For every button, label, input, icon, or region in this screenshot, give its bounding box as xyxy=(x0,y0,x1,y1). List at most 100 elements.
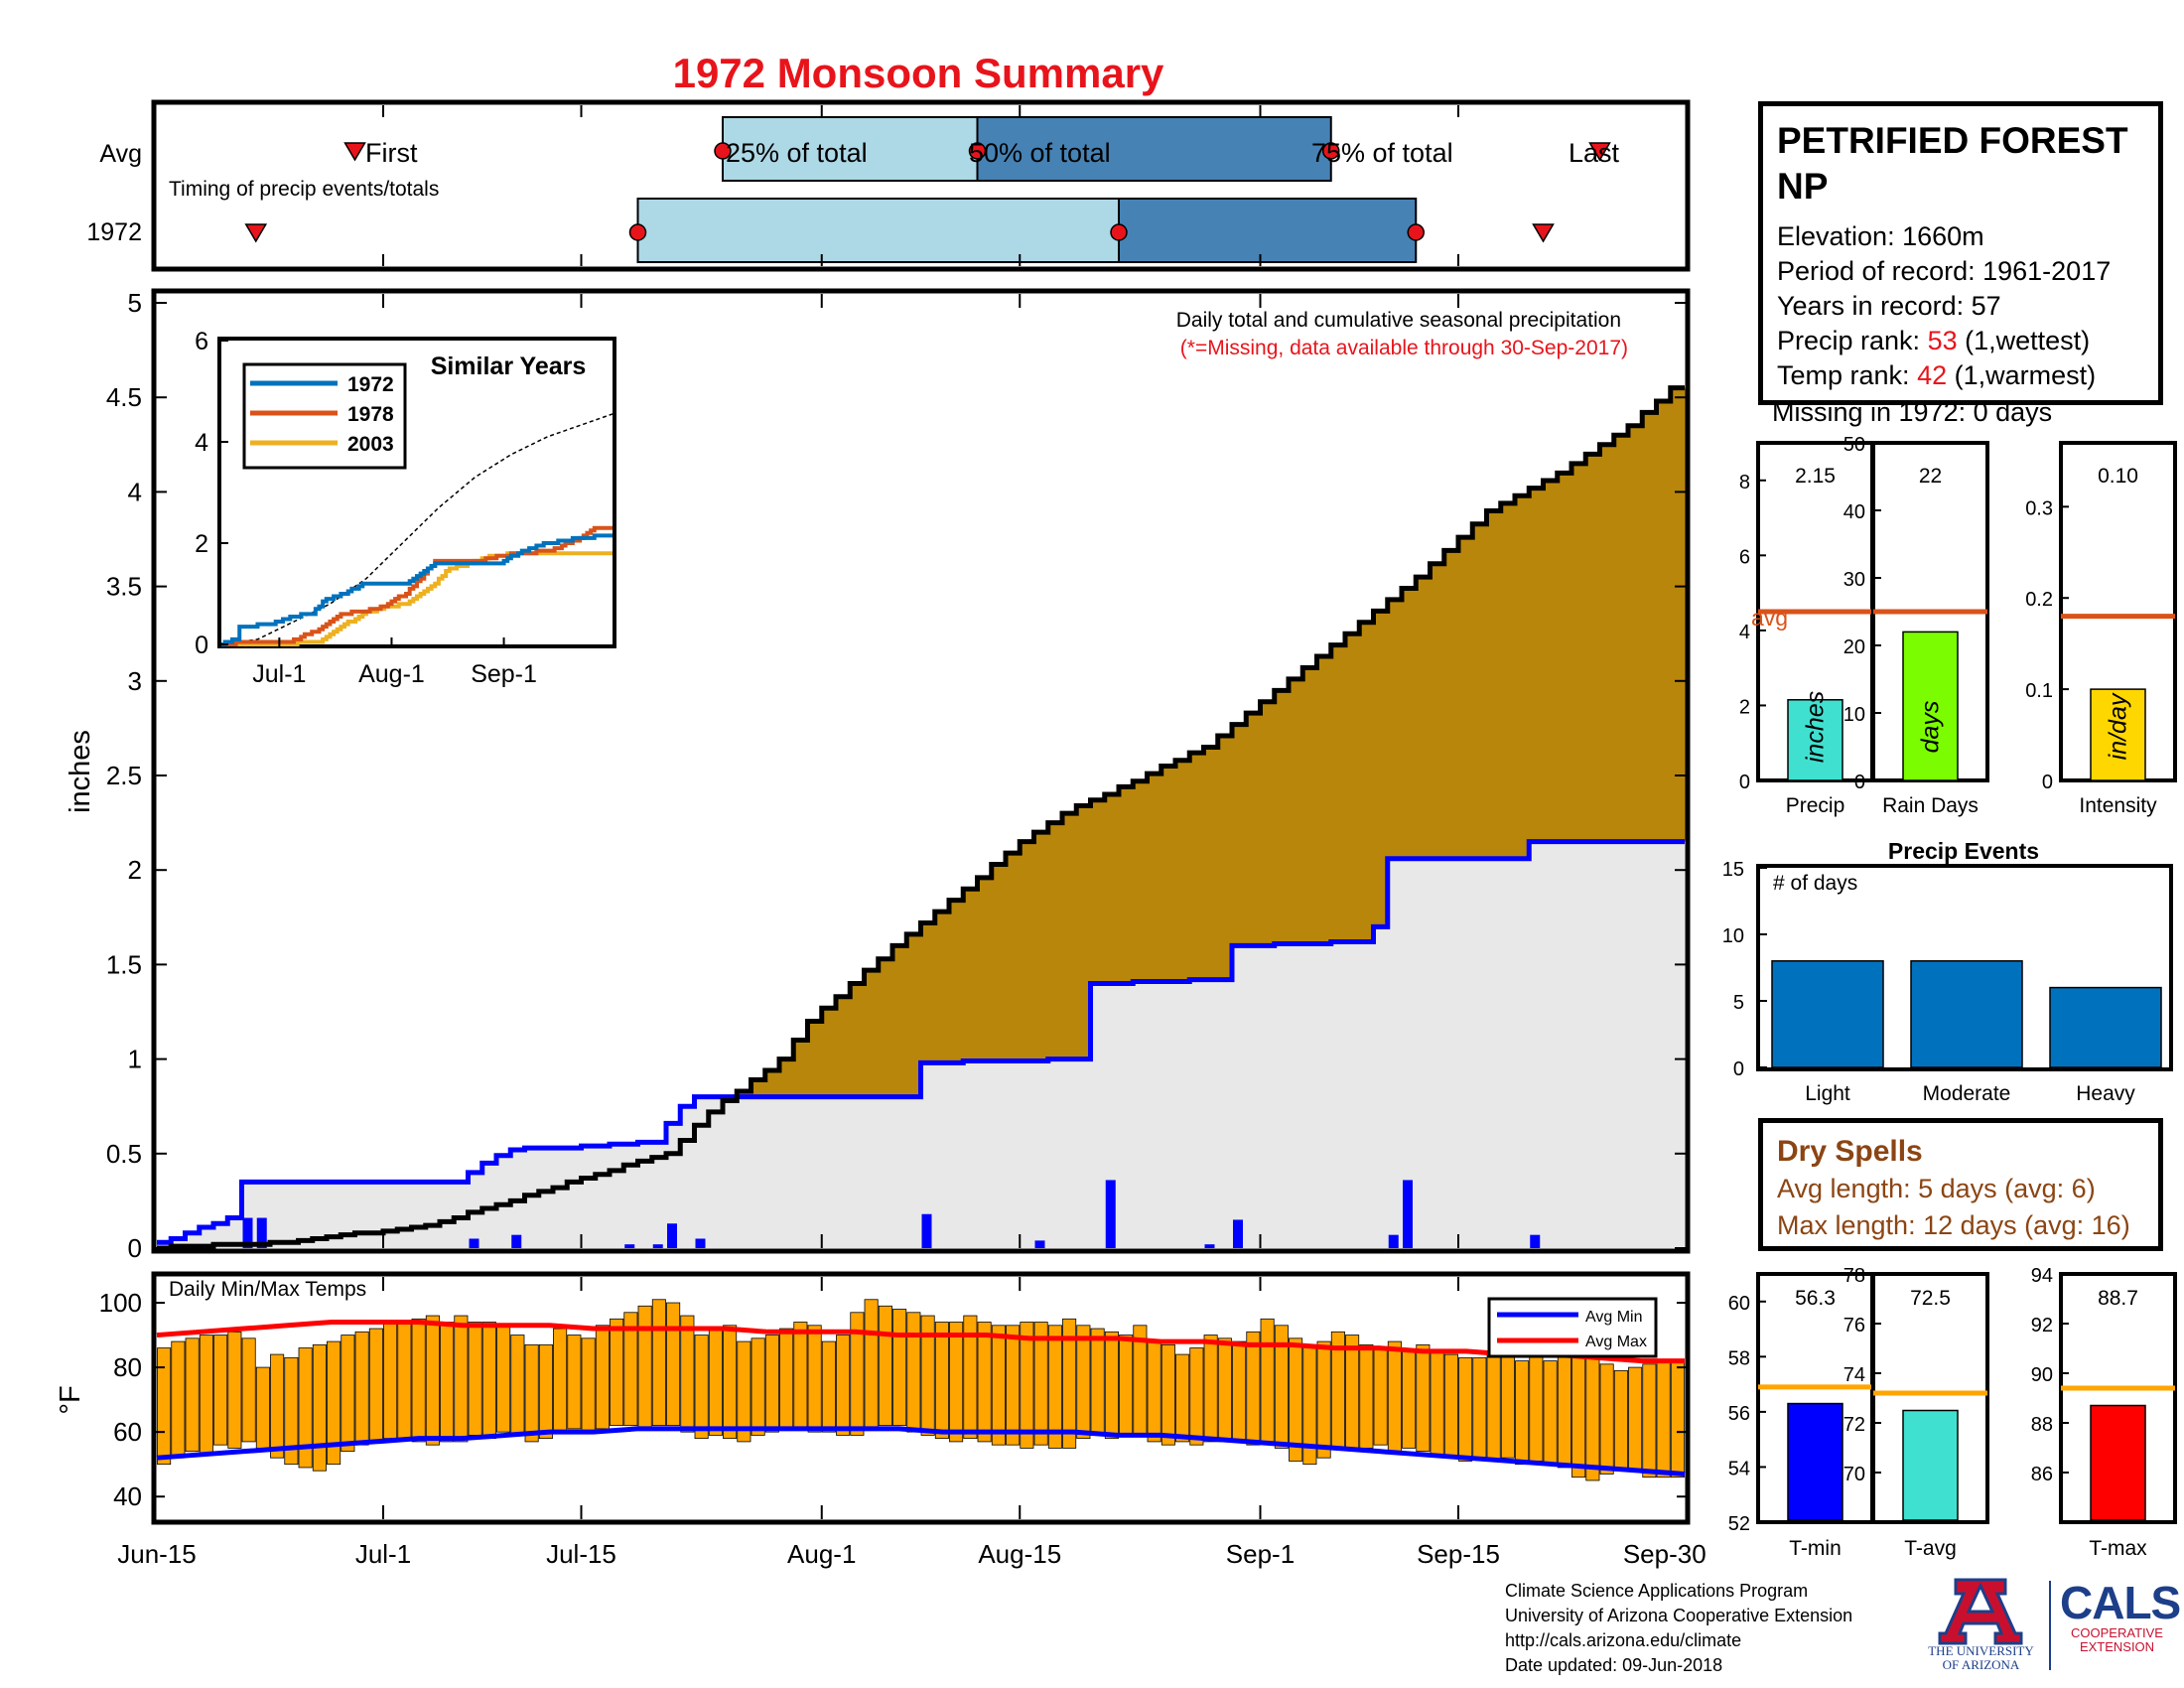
stat-value: 22 xyxy=(1919,465,1942,488)
temp-stat-ytick-label: 94 xyxy=(2031,1265,2053,1287)
daily-temp-bar xyxy=(199,1335,213,1456)
daily-temp-bar xyxy=(538,1343,553,1440)
precip-missing-note: (*=Missing, data available through 30-Se… xyxy=(1180,337,1628,359)
above-average-fill xyxy=(1500,502,1516,859)
inset-plot xyxy=(220,413,614,646)
timing-last-label: Last xyxy=(1569,138,1620,168)
above-average-fill xyxy=(1175,760,1190,982)
inset-legend-1978: 1978 xyxy=(347,403,394,426)
events-category-label: Moderate xyxy=(1923,1082,2011,1105)
above-average-fill xyxy=(751,1079,766,1097)
events-category-label: Light xyxy=(1805,1082,1850,1105)
daily-temp-bar xyxy=(1289,1337,1303,1462)
above-average-fill xyxy=(836,996,851,1097)
daily-temp-bar xyxy=(666,1302,681,1427)
daily-temp-bar xyxy=(1515,1360,1530,1466)
inset-xtick-label: Sep-1 xyxy=(471,660,537,688)
daily-temp-bar xyxy=(779,1328,794,1430)
timing-row-1972: 1972 xyxy=(86,218,142,246)
daily-precip-bar xyxy=(1388,1234,1399,1248)
above-average-fill xyxy=(1443,550,1459,859)
daily-temp-bar xyxy=(1500,1350,1515,1459)
timing-marker-dot xyxy=(1110,223,1128,241)
daily-temp-bar xyxy=(1486,1350,1501,1462)
daily-temp-bar xyxy=(1443,1353,1458,1459)
stat-ytick-label: 0.2 xyxy=(2025,589,2053,611)
above-average-fill xyxy=(1472,523,1488,859)
stat-ytick-label: 0 xyxy=(1854,772,1865,793)
daily-precip-bar xyxy=(1204,1244,1215,1248)
precip-ytick-label: 3 xyxy=(128,666,142,696)
stat-unit: inches xyxy=(1802,691,1830,763)
inset-title: Similar Years xyxy=(431,352,587,380)
inset-line-1978 xyxy=(221,525,613,646)
daily-temp-bar xyxy=(1189,1347,1204,1446)
temp-yticks: 40 60 80 100 xyxy=(99,1288,1688,1511)
timing-caption: Timing of precip events/totals xyxy=(169,178,439,201)
stat-ytick-label: 30 xyxy=(1843,569,1865,591)
daily-temp-bar xyxy=(1585,1353,1600,1481)
daily-temp-bar xyxy=(1217,1337,1232,1443)
date-tick-label: Jul-1 xyxy=(355,1539,411,1569)
above-average-fill xyxy=(892,945,907,1097)
above-average-fill xyxy=(1147,774,1162,982)
precip-stat-panels: 2.15 inches Precip 0 2 4 6 8 22 days Rain Days 0 10 2… xyxy=(1739,434,2177,817)
daily-temp-bar xyxy=(553,1328,568,1433)
daily-temp-bar xyxy=(751,1337,765,1436)
daily-temp-bar xyxy=(934,1322,949,1440)
timing-box-late xyxy=(976,116,1332,182)
above-average-fill xyxy=(1613,435,1629,842)
daily-temp-bar xyxy=(892,1309,907,1427)
inset-legend-2003: 2003 xyxy=(347,433,394,456)
above-average-fill xyxy=(1189,753,1205,980)
dry-spells-box: Dry Spells Avg length: 5 days (avg: 6) M… xyxy=(1758,1118,2163,1251)
dry-spells-max: Max length: 12 days (avg: 16) xyxy=(1777,1210,2130,1240)
above-average-fill xyxy=(1006,853,1021,1061)
above-average-fill xyxy=(1373,611,1389,927)
events-bar-moderate xyxy=(1910,960,2023,1068)
daily-temp-bar xyxy=(836,1335,851,1436)
temp-ytick-label: 40 xyxy=(113,1481,142,1511)
daily-temp-bar xyxy=(1345,1335,1360,1449)
temp-stat-ytick-label: 60 xyxy=(1728,1293,1750,1315)
daily-temp-bar xyxy=(411,1318,426,1443)
precip-rank-value: 53 xyxy=(1927,326,1958,355)
inset-ytick-label: 6 xyxy=(195,328,208,355)
temp-frame xyxy=(151,1271,1691,1525)
stat-bar-intensity xyxy=(2090,688,2146,781)
daily-precip-bar xyxy=(1105,1180,1116,1248)
daily-temp-bar xyxy=(1090,1328,1105,1436)
daily-temp-bar xyxy=(708,1328,723,1436)
above-average-fill xyxy=(949,900,964,1063)
above-average-fill xyxy=(1217,736,1233,980)
timing-marker-triangle xyxy=(1588,142,1611,162)
inset-xtick-label: Jul-1 xyxy=(252,660,306,688)
logo-divider xyxy=(2049,1581,2051,1670)
temp-label: Daily Min/Max Temps xyxy=(169,1278,366,1301)
above-average-fill xyxy=(1515,495,1530,859)
daily-temp-bar xyxy=(1458,1356,1473,1462)
daily-temp-bar xyxy=(807,1325,822,1433)
daily-temp-bar xyxy=(1119,1335,1134,1436)
temp-stat-bar-t-avg xyxy=(1902,1409,1959,1521)
inset-xtick-label: Aug-1 xyxy=(358,660,425,688)
daily-temp-bar xyxy=(723,1325,738,1440)
daily-temp-bar xyxy=(1062,1318,1077,1449)
daily-temp-bar xyxy=(1104,1331,1119,1440)
above-average-fill xyxy=(793,1040,809,1097)
stat-name: Precip xyxy=(1786,794,1845,817)
temp-rank-note: (1,warmest) xyxy=(1947,360,2097,390)
daily-temp-bar xyxy=(581,1337,596,1433)
precip-ytick-label: 1 xyxy=(128,1045,142,1074)
daily-temp-bar xyxy=(878,1305,892,1427)
chart-title: 1972 Monsoon Summary xyxy=(673,50,1164,96)
stat-ytick-label: 4 xyxy=(1739,622,1750,643)
stat-name: Rain Days xyxy=(1882,794,1979,817)
date-tick-label: Aug-15 xyxy=(978,1539,1061,1569)
average-min-line xyxy=(156,1426,1686,1477)
daily-temp-bar xyxy=(481,1322,496,1440)
stat-ytick-label: 20 xyxy=(1843,636,1865,658)
daily-temp-bar xyxy=(425,1315,440,1446)
cals-sub-1: COOPERATIVE xyxy=(2071,1625,2163,1640)
daily-temp-bar xyxy=(1402,1350,1417,1449)
